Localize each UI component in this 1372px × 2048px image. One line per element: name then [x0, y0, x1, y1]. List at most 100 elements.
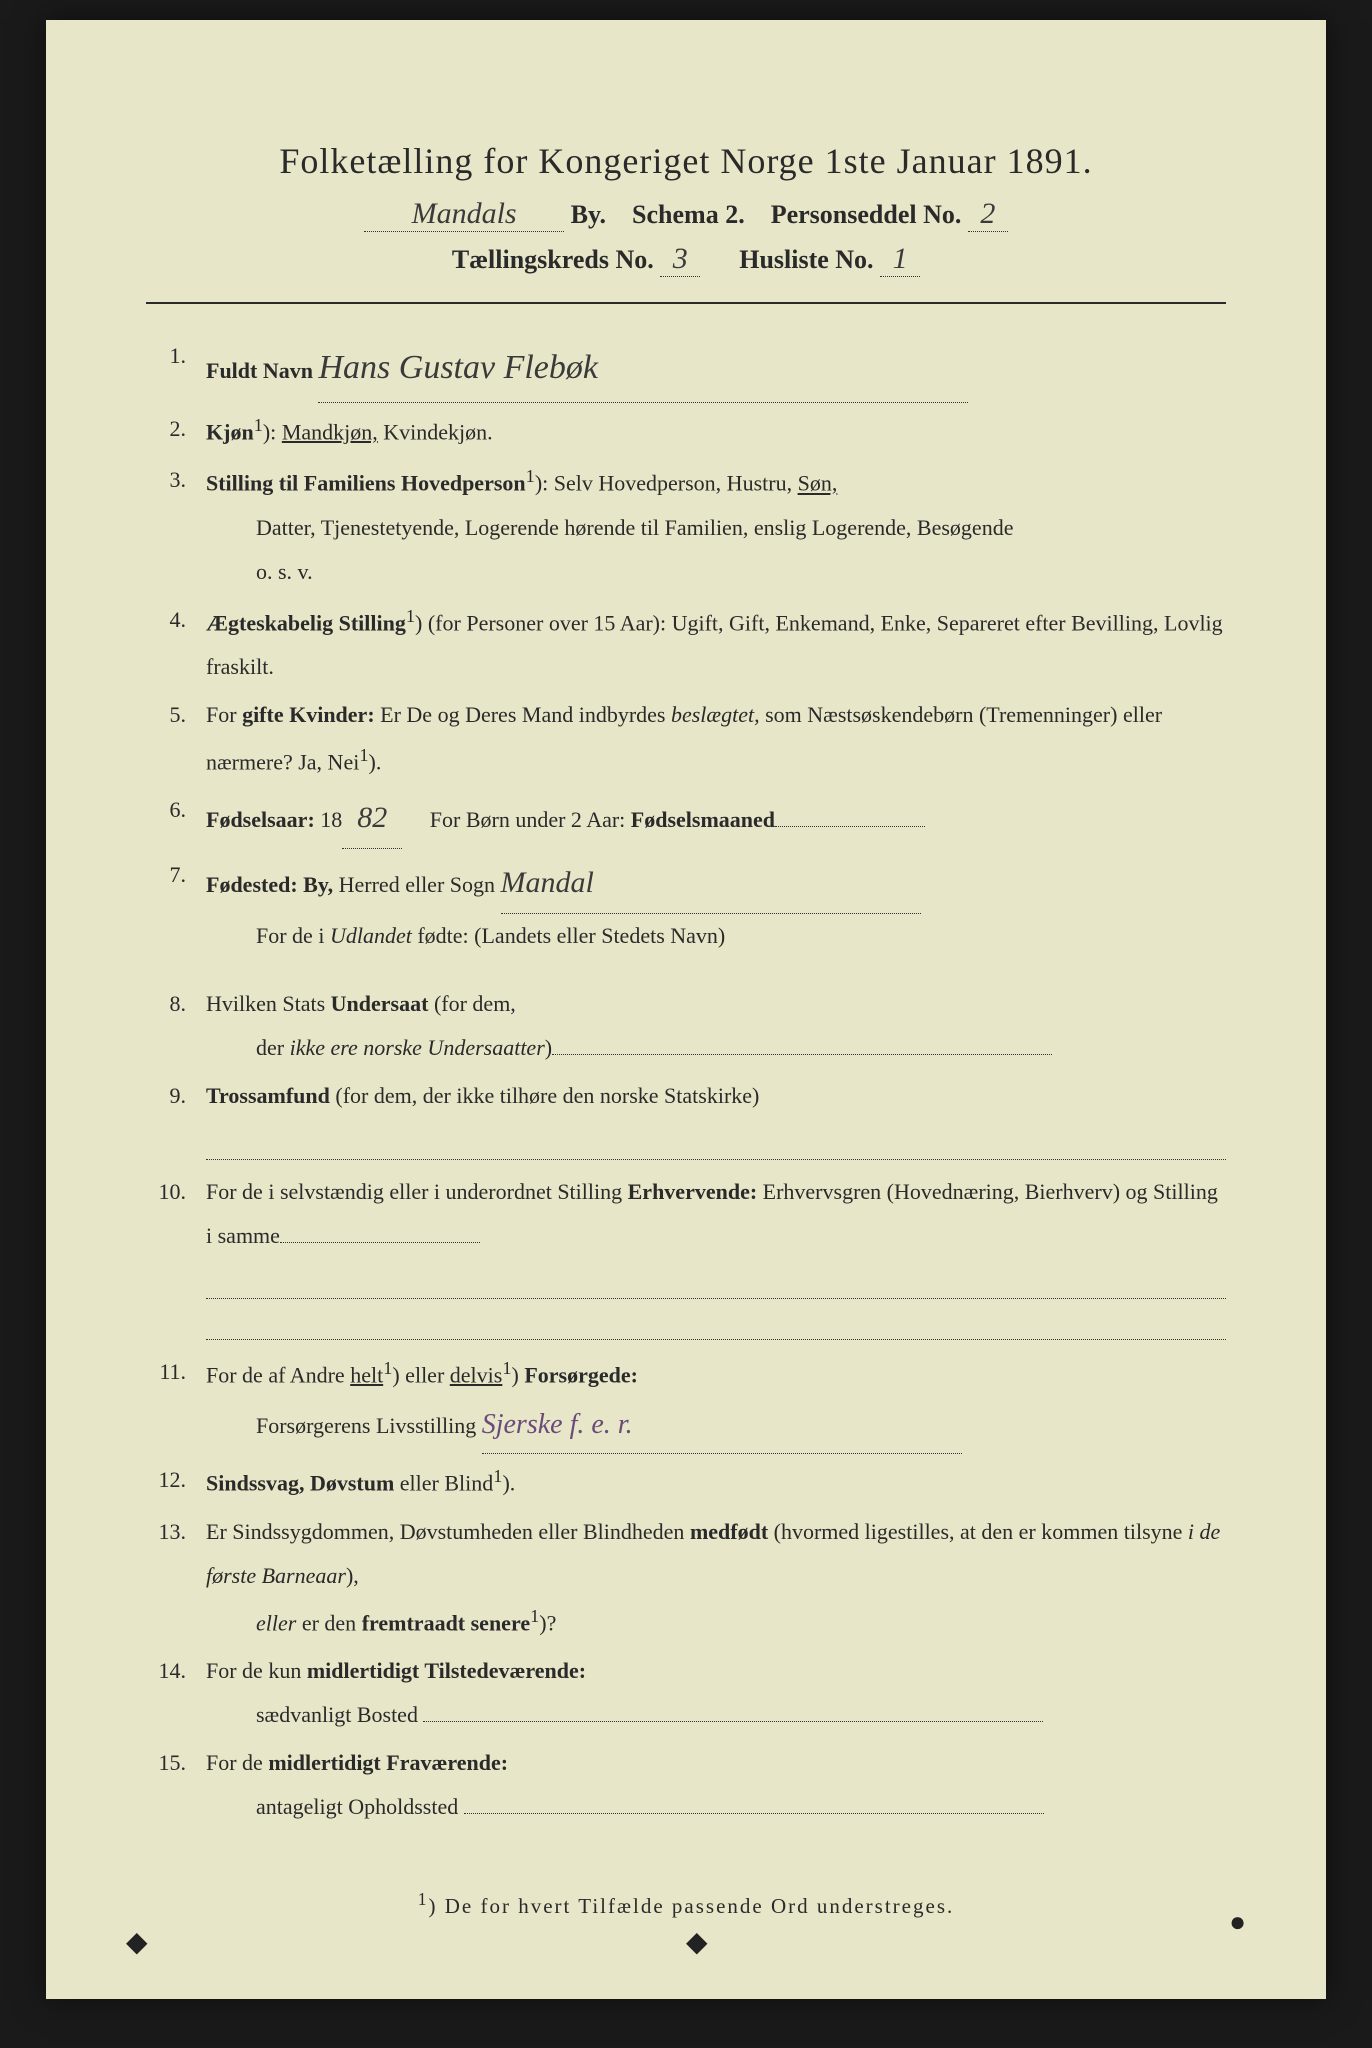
fodselsmaaned-label: Fødselsmaaned: [631, 807, 775, 832]
bosted-field: [423, 1721, 1043, 1722]
item-num: 12.: [146, 1458, 206, 1505]
t2: For de i: [256, 923, 330, 948]
city-field: Mandals: [364, 197, 564, 232]
item-num: 7.: [146, 853, 206, 958]
t1: For de: [206, 1750, 268, 1775]
item-2: 2. Kjøn1): Mandkjøn, Kvindekjøn.: [146, 407, 1226, 454]
item-body: Hvilken Stats Undersaat (for dem, der ik…: [206, 982, 1226, 1070]
udlandet: Udlandet: [330, 923, 412, 948]
maaned-field: [775, 826, 925, 827]
stilling-text2: Datter, Tjenestetyende, Logerende hørend…: [206, 506, 1226, 550]
delvis: delvis: [450, 1362, 503, 1387]
sup2: 1: [502, 1358, 511, 1378]
trossamfund-field: [206, 1124, 1226, 1159]
t2: antageligt Opholdssted: [256, 1794, 458, 1819]
item-8: 8. Hvilken Stats Undersaat (for dem, der…: [146, 982, 1226, 1070]
sup: 1: [406, 606, 415, 626]
fremtraadt: fremtraadt senere: [362, 1610, 530, 1635]
page-title: Folketælling for Kongeriget Norge 1ste J…: [146, 140, 1226, 182]
erhvervende-label: Erhvervende:: [628, 1179, 758, 1204]
item-body: Er Sindssygdommen, Døvstumheden eller Bl…: [206, 1510, 1226, 1645]
item-15: 15. For de midlertidigt Fraværende: anta…: [146, 1741, 1226, 1829]
trossamfund-label: Trossamfund: [206, 1083, 330, 1108]
item-num: 3.: [146, 458, 206, 593]
stilling-text3: o. s. v.: [206, 550, 1226, 594]
trossamfund-text: (for dem, der ikke tilhøre den norske St…: [335, 1083, 759, 1108]
personseddel-value: 2: [968, 197, 1008, 232]
item-body: Fødested: By, Herred eller Sogn Mandal F…: [206, 853, 1226, 958]
line3: eller er den fremtraadt senere1)?: [206, 1598, 1226, 1645]
t3: ): [512, 1362, 525, 1387]
erhv-field2: [206, 1264, 1226, 1299]
third-line: Tællingskreds No. 3 Husliste No. 1: [146, 242, 1226, 277]
item-body: Kjøn1): Mandkjøn, Kvindekjøn.: [206, 407, 1226, 454]
prefix: For: [206, 702, 242, 727]
t4: er den: [296, 1610, 361, 1635]
item-num: 14.: [146, 1649, 206, 1737]
erhv-field3: [206, 1305, 1226, 1340]
stilling-text1: Selv Hovedperson, Hustru,: [554, 471, 798, 496]
item-9: 9. Trossamfund (for dem, der ikke tilhør…: [146, 1074, 1226, 1165]
sup: 1: [359, 745, 368, 765]
italic: ikke ere norske Undersaatter: [290, 1035, 545, 1060]
item-body: For de af Andre helt1) eller delvis1) Fo…: [206, 1350, 1226, 1454]
item-body: For gifte Kvinder: Er De og Deres Mand i…: [206, 693, 1226, 784]
item-num: 9.: [146, 1074, 206, 1165]
t2: (hvormed ligestilles, at den er kommen t…: [768, 1519, 1188, 1544]
item-3: 3. Stilling til Familiens Hovedperson1):…: [146, 458, 1226, 593]
line2: Forsørgerens Livsstilling Sjerske f. e. …: [206, 1397, 1226, 1454]
item-body: For de i selvstændig eller i underordnet…: [206, 1170, 1226, 1346]
item-num: 5.: [146, 693, 206, 784]
line2: der ikke ere norske Undersaatter): [206, 1026, 1226, 1070]
item-4: 4. Ægteskabelig Stilling1) (for Personer…: [146, 598, 1226, 689]
t2: sædvanligt Bosted: [256, 1702, 418, 1727]
forsorgede-label: Forsørgede:: [524, 1362, 638, 1387]
item-num: 15.: [146, 1741, 206, 1829]
husliste-value: 1: [880, 242, 920, 277]
kjon-kvindekjon: Kvindekjøn.: [383, 419, 492, 444]
helt: helt: [350, 1362, 383, 1387]
t1: For de af Andre: [206, 1362, 350, 1387]
line2: antageligt Opholdssted: [206, 1785, 1226, 1829]
born-text: For Børn under 2 Aar:: [430, 807, 631, 832]
sup: 1: [526, 466, 535, 486]
end: ).: [502, 1471, 515, 1496]
footnote-sup: 1: [418, 1889, 429, 1909]
dot-mark-icon: ◆: [686, 1925, 708, 1959]
t1: Hvilken Stats: [206, 991, 331, 1016]
medfodt: medfødt: [690, 1519, 768, 1544]
line2: sædvanligt Bosted: [206, 1693, 1226, 1737]
item-14: 14. For de kun midlertidigt Tilstedevære…: [146, 1649, 1226, 1737]
item-body: Fuldt Navn Hans Gustav Flebøk: [206, 334, 1226, 403]
gifte-label: gifte Kvinder:: [242, 702, 375, 727]
item-10: 10. For de i selvstændig eller i underor…: [146, 1170, 1226, 1346]
t3: der: [256, 1035, 290, 1060]
item-num: 11.: [146, 1350, 206, 1454]
sup1: 1: [383, 1358, 392, 1378]
husliste-label: Husliste No.: [739, 245, 873, 274]
t2: (for dem,: [428, 991, 515, 1016]
item-num: 4.: [146, 598, 206, 689]
subtitle-line: Mandals By. Schema 2. Personseddel No. 2: [146, 197, 1226, 232]
fodested-label: Fødested: By,: [206, 872, 333, 897]
fuldt-navn-value: Hans Gustav Flebøk: [318, 334, 968, 403]
item-num: 13.: [146, 1510, 206, 1645]
item-7: 7. Fødested: By, Herred eller Sogn Manda…: [146, 853, 1226, 958]
item-body: Sindssvag, Døvstum eller Blind1).: [206, 1458, 1226, 1505]
item-12: 12. Sindssvag, Døvstum eller Blind1).: [146, 1458, 1226, 1505]
item-body: Fødselsaar: 1882 For Børn under 2 Aar: F…: [206, 788, 1226, 849]
livsstilling-value: Sjerske f. e. r.: [482, 1397, 962, 1454]
item-6: 6. Fødselsaar: 1882 For Børn under 2 Aar…: [146, 788, 1226, 849]
aegteskab-label: Ægteskabelig Stilling: [206, 610, 406, 635]
end: ).: [369, 749, 382, 774]
t4: Forsørgerens Livsstilling: [256, 1413, 476, 1438]
item-1: 1. Fuldt Navn Hans Gustav Flebøk: [146, 334, 1226, 403]
t3: fødte: (Landets eller Stedets Navn): [412, 923, 725, 948]
item-5: 5. For gifte Kvinder: Er De og Deres Man…: [146, 693, 1226, 784]
dot-mark-icon: ●: [1229, 1907, 1246, 1939]
dot-mark-icon: ◆: [126, 1925, 148, 1959]
t1: For de i selvstændig eller i underordnet…: [206, 1179, 628, 1204]
year-prefix: 18: [320, 807, 342, 832]
blind-text: eller Blind: [394, 1471, 493, 1496]
sup: 1: [254, 415, 263, 435]
